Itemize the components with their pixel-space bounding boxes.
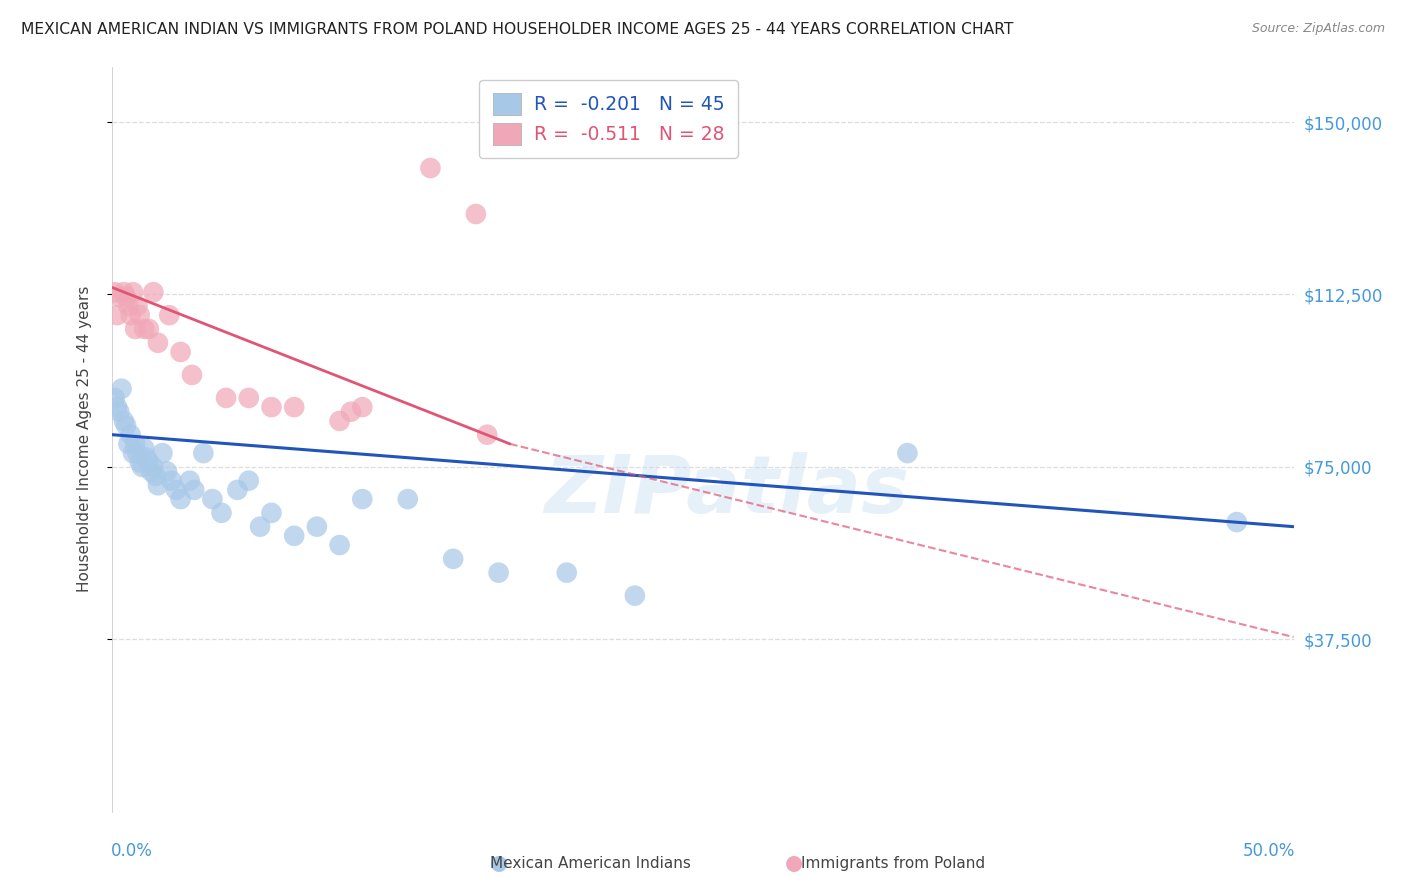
Point bbox=[105, 308, 128, 322]
Point bbox=[238, 391, 260, 405]
Point bbox=[555, 566, 578, 580]
Point bbox=[122, 285, 145, 300]
Point bbox=[340, 405, 363, 419]
Point bbox=[142, 459, 165, 474]
Point bbox=[138, 455, 160, 469]
Text: MEXICAN AMERICAN INDIAN VS IMMIGRANTS FROM POLAND HOUSEHOLDER INCOME AGES 25 - 4: MEXICAN AMERICAN INDIAN VS IMMIGRANTS FR… bbox=[21, 22, 1014, 37]
Point bbox=[115, 418, 138, 433]
Point bbox=[1226, 515, 1249, 529]
Point bbox=[352, 400, 374, 414]
Text: Mexican American Indians: Mexican American Indians bbox=[491, 856, 690, 871]
Point bbox=[104, 285, 127, 300]
Point bbox=[201, 492, 224, 507]
Point bbox=[120, 427, 142, 442]
Point bbox=[146, 478, 169, 492]
Legend: R =  -0.201   N = 45, R =  -0.511   N = 28: R = -0.201 N = 45, R = -0.511 N = 28 bbox=[479, 80, 738, 158]
Point bbox=[441, 552, 464, 566]
Point bbox=[128, 308, 150, 322]
Point bbox=[135, 450, 157, 465]
Text: 50.0%: 50.0% bbox=[1243, 842, 1295, 861]
Point bbox=[124, 437, 146, 451]
Text: Immigrants from Poland: Immigrants from Poland bbox=[801, 856, 984, 871]
Point bbox=[128, 455, 150, 469]
Point bbox=[396, 492, 419, 507]
Y-axis label: Householder Income Ages 25 - 44 years: Householder Income Ages 25 - 44 years bbox=[77, 286, 91, 592]
Point bbox=[226, 483, 249, 497]
Point bbox=[112, 414, 135, 428]
Point bbox=[169, 345, 191, 359]
Point bbox=[249, 519, 271, 533]
Point bbox=[283, 400, 305, 414]
Point bbox=[117, 437, 139, 451]
Point bbox=[115, 290, 138, 304]
Point bbox=[329, 414, 352, 428]
Text: ZIPatlas: ZIPatlas bbox=[544, 452, 910, 531]
Point bbox=[160, 474, 183, 488]
Point bbox=[142, 285, 165, 300]
Point bbox=[352, 492, 374, 507]
Point bbox=[419, 161, 441, 175]
Text: Source: ZipAtlas.com: Source: ZipAtlas.com bbox=[1251, 22, 1385, 36]
Point bbox=[104, 391, 127, 405]
Point bbox=[329, 538, 352, 552]
Point bbox=[156, 465, 179, 479]
Point bbox=[896, 446, 918, 460]
Point bbox=[179, 474, 201, 488]
Point bbox=[112, 285, 135, 300]
Point bbox=[134, 442, 156, 456]
Point bbox=[124, 322, 146, 336]
Point bbox=[211, 506, 233, 520]
Point bbox=[138, 322, 160, 336]
Point bbox=[122, 446, 145, 460]
Text: ●: ● bbox=[786, 854, 803, 873]
Point bbox=[165, 483, 187, 497]
Text: 0.0%: 0.0% bbox=[111, 842, 153, 861]
Point bbox=[477, 427, 499, 442]
Point bbox=[464, 207, 486, 221]
Text: ●: ● bbox=[491, 854, 508, 873]
Point bbox=[157, 308, 180, 322]
Point bbox=[183, 483, 205, 497]
Point bbox=[105, 400, 128, 414]
Point bbox=[193, 446, 215, 460]
Point bbox=[260, 400, 283, 414]
Point bbox=[120, 308, 142, 322]
Point bbox=[145, 469, 167, 483]
Point bbox=[131, 459, 153, 474]
Point bbox=[169, 492, 191, 507]
Point bbox=[181, 368, 204, 382]
Point bbox=[238, 474, 260, 488]
Point bbox=[624, 589, 647, 603]
Point bbox=[260, 506, 283, 520]
Point bbox=[488, 566, 510, 580]
Point bbox=[215, 391, 238, 405]
Point bbox=[110, 382, 132, 396]
Point bbox=[108, 405, 131, 419]
Point bbox=[127, 299, 149, 313]
Point bbox=[152, 446, 174, 460]
Point bbox=[127, 446, 149, 460]
Point bbox=[134, 322, 156, 336]
Point bbox=[139, 465, 162, 479]
Point bbox=[146, 335, 169, 350]
Point bbox=[305, 519, 328, 533]
Point bbox=[108, 290, 131, 304]
Point bbox=[117, 299, 139, 313]
Point bbox=[283, 529, 305, 543]
